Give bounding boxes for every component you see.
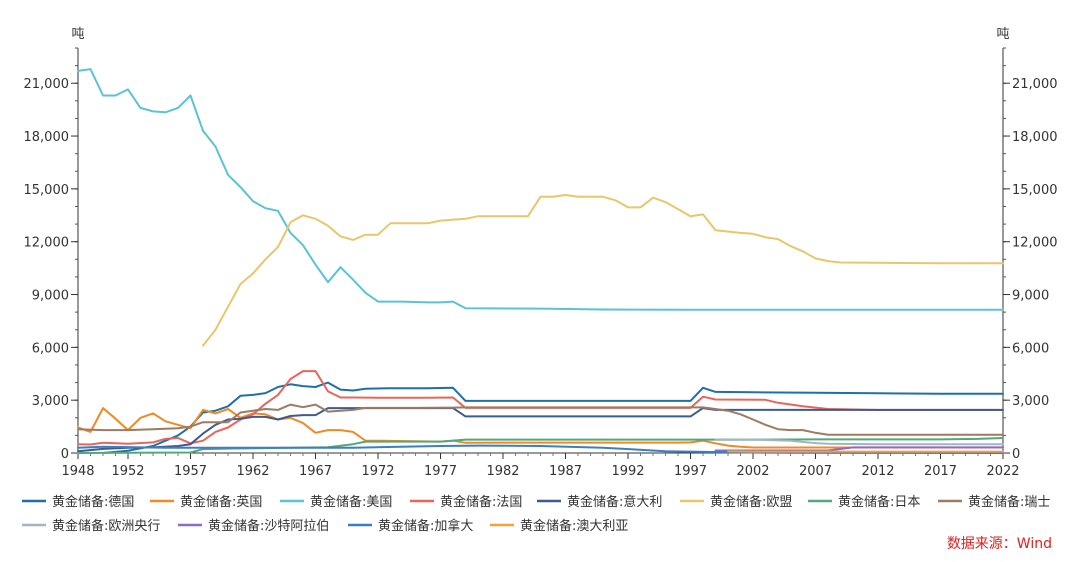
y-tick-label-left: 6,000 xyxy=(32,341,69,356)
series-line-5 xyxy=(202,194,1004,347)
y-tick-label-right: 21,000 xyxy=(1012,77,1058,92)
y-tick-label-right: 12,000 xyxy=(1012,236,1058,251)
y-tick-label-right: 18,000 xyxy=(1012,130,1058,145)
legend-label-6: 黄金储备:日本 xyxy=(838,494,920,510)
y-tick-label-right: 9,000 xyxy=(1012,289,1049,304)
y-tick-label-right: 6,000 xyxy=(1012,341,1049,356)
y-unit-left-label: 吨 xyxy=(71,27,84,42)
legend-label-10: 黄金储备:加拿大 xyxy=(378,518,473,534)
series-line-8 xyxy=(714,438,1004,446)
x-tick-label: 2017 xyxy=(924,464,957,479)
legend-label-4: 黄金储备:意大利 xyxy=(567,494,662,510)
y-tick-label-left: 18,000 xyxy=(24,130,70,145)
y-tick-label-right: 15,000 xyxy=(1012,183,1058,198)
y-tick-label-left: 15,000 xyxy=(24,183,70,198)
legend-label-11: 黄金储备:澳大利亚 xyxy=(520,518,628,534)
data-source-label: 数据来源：Wind xyxy=(947,536,1052,552)
x-tick-label: 1977 xyxy=(424,464,457,479)
legend-label-9: 黄金储备:沙特阿拉伯 xyxy=(208,518,329,534)
legend-label-0: 黄金储备:德国 xyxy=(52,494,134,510)
y-tick-label-left: 0 xyxy=(61,447,69,462)
x-tick-label: 2012 xyxy=(861,464,894,479)
legend-label-7: 黄金储备:瑞士 xyxy=(968,494,1050,510)
series-line-10 xyxy=(77,444,1004,454)
x-tick-label: 1982 xyxy=(486,464,519,479)
legend-label-5: 黄金储备:欧盟 xyxy=(710,494,792,510)
x-tick-label: 1967 xyxy=(299,464,332,479)
series-line-1 xyxy=(77,407,1004,449)
x-tick-label: 1992 xyxy=(611,464,644,479)
y-tick-label-left: 21,000 xyxy=(24,77,70,92)
legend-label-1: 黄金储备:英国 xyxy=(180,494,262,510)
series-line-2 xyxy=(77,68,1004,311)
series-line-3 xyxy=(77,370,1004,446)
legend-label-8: 黄金储备:欧洲央行 xyxy=(52,518,160,534)
y-tick-label-right: 3,000 xyxy=(1012,394,1049,409)
x-tick-label: 2002 xyxy=(736,464,769,479)
x-tick-label: 1948 xyxy=(61,464,94,479)
x-tick-label: 1957 xyxy=(174,464,207,479)
legend-label-2: 黄金储备:美国 xyxy=(310,494,392,510)
x-tick-label: 1972 xyxy=(361,464,394,479)
y-tick-label-left: 12,000 xyxy=(24,236,70,251)
x-tick-label: 1987 xyxy=(549,464,582,479)
x-tick-label: 2022 xyxy=(986,464,1019,479)
x-tick-label: 1962 xyxy=(236,464,269,479)
series-line-7 xyxy=(77,403,1004,436)
series-layer xyxy=(77,68,1004,454)
legend-label-3: 黄金储备:法国 xyxy=(440,494,522,510)
axes-layer: 0 0 3,000 3,000 6,000 6,000 9,000 9,000 12,000 12… xyxy=(24,47,1058,479)
y-tick-label-left: 9,000 xyxy=(32,289,69,304)
legend: 黄金储备:德国 黄金储备:英国 黄金储备:美国 黄金储备:法国 黄金储备:意大利 黄金储备… xyxy=(22,494,1050,534)
y-tick-label-right: 0 xyxy=(1012,447,1020,462)
x-tick-label: 1997 xyxy=(674,464,707,479)
x-tick-label: 2007 xyxy=(799,464,832,479)
y-unit-right-label: 吨 xyxy=(996,27,1009,42)
x-tick-label: 1952 xyxy=(111,464,144,479)
series-line-9 xyxy=(714,446,1004,452)
y-tick-label-left: 3,000 xyxy=(32,394,69,409)
